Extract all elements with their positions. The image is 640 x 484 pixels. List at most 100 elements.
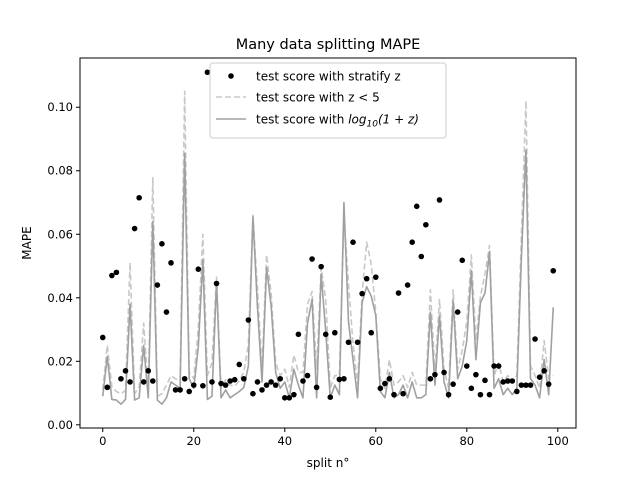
scatter-point (254, 379, 261, 385)
scatter-point (409, 239, 415, 246)
y-tick-label: 0.08 (47, 164, 73, 178)
scatter-point (231, 376, 238, 383)
scatter-point (468, 385, 475, 392)
scatter-point (218, 380, 224, 387)
x-tick-label: 0 (99, 434, 106, 448)
x-tick-label: 60 (368, 434, 383, 448)
legend-log-math: log (348, 113, 367, 127)
scatter-point (532, 336, 538, 342)
scatter-point (350, 239, 356, 246)
scatter-point (486, 391, 493, 398)
scatter-point (363, 275, 370, 282)
scatter-point (209, 379, 215, 385)
scatter-point (514, 388, 520, 395)
scatter-point (536, 374, 543, 380)
scatter-point (213, 280, 220, 287)
scatter-point (391, 391, 397, 398)
scatter-point (550, 267, 557, 274)
legend-label-log: test score with log10(1 + z) (256, 113, 419, 130)
scatter-point (336, 376, 343, 383)
scatter-point (277, 375, 284, 382)
scatter-point (332, 329, 338, 336)
scatter-point (395, 290, 402, 296)
scatter-point (263, 382, 270, 388)
scatter-point (377, 385, 384, 392)
scatter-point (454, 309, 461, 315)
scatter-point (300, 378, 306, 384)
scatter-point (172, 387, 179, 393)
scatter-point (541, 368, 547, 374)
scatter-point (131, 225, 138, 232)
scatter-point (418, 253, 425, 260)
scatter-point (154, 282, 161, 288)
y-tick-label: 0.00 (47, 418, 73, 432)
scatter-point (150, 378, 156, 384)
scatter-point (322, 331, 329, 338)
scatter-point (227, 378, 233, 384)
y-axis: 0.00 0.02 0.04 0.06 0.08 0.10 (47, 100, 80, 432)
scatter-point (386, 375, 393, 382)
series-line-log (101, 149, 555, 405)
scatter-point (281, 395, 288, 401)
scatter-point (504, 378, 511, 384)
scatter-point (359, 290, 365, 297)
legend-log-tail: (1 + z) (378, 113, 419, 127)
scatter-point (545, 381, 552, 387)
scatter-point (341, 375, 347, 382)
scatter-point (140, 379, 147, 385)
scatter-point (327, 394, 334, 400)
scatter-point (122, 368, 129, 374)
scatter-point (404, 282, 411, 288)
scatter-point (127, 379, 133, 385)
x-tick-label: 20 (186, 434, 201, 448)
scatter-point (450, 381, 456, 387)
scatter-point (118, 375, 124, 382)
scatter-point (500, 379, 506, 385)
plot-frame (79, 57, 577, 429)
scatter-point (491, 363, 497, 369)
scatter-point (159, 240, 165, 247)
x-axis: 0 20 40 60 80 100 (99, 428, 569, 448)
scatter-point (99, 334, 106, 341)
scatter-point (113, 269, 120, 276)
scatter-point (241, 375, 247, 382)
legend-log-prefix: test score with (256, 113, 348, 127)
scatter-point (463, 363, 470, 369)
y-tick-label: 0.02 (47, 354, 73, 368)
scatter-point (495, 363, 502, 369)
scatter-point (313, 384, 320, 391)
scatter-point (186, 388, 193, 395)
scatter-point (195, 266, 202, 273)
legend-log-sub: 10 (367, 120, 379, 130)
scatter-point (432, 371, 438, 378)
chart-title: Many data splitting MAPE (236, 37, 421, 53)
scatter-point (318, 263, 324, 270)
scatter-point (245, 317, 252, 323)
legend: test score with stratify z test score wi… (209, 62, 447, 139)
scatter-point (509, 378, 516, 384)
x-tick-label: 100 (547, 434, 569, 448)
scatter-point (177, 387, 183, 393)
legend-box (209, 62, 447, 139)
scatter-point (291, 391, 297, 398)
y-tick-label: 0.04 (47, 291, 73, 305)
scatter-point (109, 272, 115, 279)
scatter-point (354, 339, 361, 346)
x-tick-label: 80 (459, 434, 474, 448)
scatter-point (309, 256, 315, 262)
scatter-point (104, 384, 111, 391)
scatter-point (413, 203, 420, 210)
scatter-point (268, 379, 274, 385)
scatter-point (459, 257, 466, 264)
scatter-point (482, 377, 488, 384)
scatter-point (222, 382, 229, 388)
scatter-point (304, 372, 311, 379)
y-tick-label: 0.06 (47, 227, 73, 241)
scatter-point (400, 390, 406, 397)
scatter-point (145, 368, 152, 374)
scatter-point (236, 361, 243, 368)
y-axis-label: MAPE (20, 226, 34, 259)
scatter-point (427, 375, 434, 382)
scatter-point (518, 382, 525, 388)
